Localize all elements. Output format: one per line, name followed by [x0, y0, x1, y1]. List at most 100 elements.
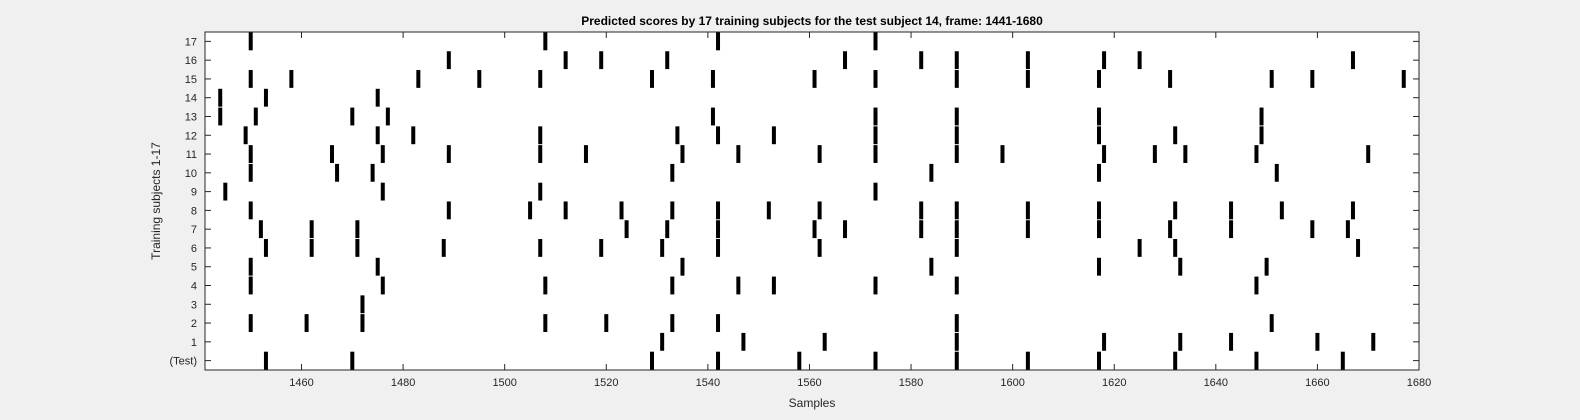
event-mark — [543, 276, 548, 295]
event-mark — [1173, 239, 1178, 257]
event-mark — [538, 145, 543, 163]
event-mark — [1096, 163, 1101, 182]
event-mark — [771, 276, 776, 295]
event-mark — [736, 145, 741, 163]
event-mark — [1096, 70, 1101, 88]
event-mark — [360, 295, 365, 314]
event-mark — [919, 201, 924, 220]
event-mark — [1178, 332, 1183, 351]
event-mark — [1102, 145, 1107, 163]
plot-area — [204, 31, 1420, 371]
event-mark — [563, 51, 568, 70]
event-mark — [1315, 332, 1320, 351]
event-mark — [680, 257, 685, 276]
y-row-label: 3 — [191, 299, 197, 311]
event-mark — [263, 88, 268, 107]
event-mark — [919, 51, 924, 70]
event-mark — [1366, 145, 1371, 163]
event-mark — [1025, 201, 1030, 220]
event-mark — [716, 32, 721, 51]
event-mark — [309, 220, 314, 239]
event-mark — [385, 107, 390, 126]
event-mark — [446, 51, 451, 70]
event-mark — [649, 70, 654, 88]
event-mark — [248, 314, 253, 332]
event-mark — [954, 51, 959, 70]
event-mark — [1264, 257, 1269, 276]
event-mark — [441, 239, 446, 257]
event-mark — [954, 351, 959, 370]
event-mark — [929, 163, 934, 182]
event-mark — [1173, 201, 1178, 220]
event-mark — [355, 220, 360, 239]
y-row-label: 17 — [185, 36, 197, 48]
event-mark — [248, 70, 253, 88]
event-mark — [1168, 220, 1173, 239]
event-mark — [873, 276, 878, 295]
event-mark — [954, 145, 959, 163]
chart-title: Predicted scores by 17 training subjects… — [581, 14, 1043, 28]
event-mark — [248, 163, 253, 182]
event-mark — [873, 107, 878, 126]
y-row-label: 13 — [185, 112, 197, 124]
event-mark — [716, 201, 721, 220]
event-mark — [1096, 220, 1101, 239]
event-mark — [538, 182, 543, 201]
event-mark — [1269, 70, 1274, 88]
event-mark — [360, 314, 365, 332]
event-mark — [817, 145, 822, 163]
event-mark — [1310, 70, 1315, 88]
event-mark — [1096, 201, 1101, 220]
event-mark — [1096, 126, 1101, 145]
event-mark — [741, 332, 746, 351]
event-mark — [710, 70, 715, 88]
event-mark — [263, 239, 268, 257]
event-mark — [243, 126, 248, 145]
event-mark — [599, 239, 604, 257]
y-row-label: 11 — [186, 149, 197, 161]
event-mark — [954, 332, 959, 351]
event-mark — [843, 220, 848, 239]
event-mark — [375, 88, 380, 107]
event-mark — [954, 126, 959, 145]
x-tick-label: 1520 — [594, 377, 618, 389]
event-mark — [1356, 239, 1361, 257]
event-mark — [380, 182, 385, 201]
event-mark — [954, 220, 959, 239]
event-mark — [1096, 107, 1101, 126]
event-mark — [1173, 351, 1178, 370]
event-mark — [1025, 351, 1030, 370]
event-mark — [538, 239, 543, 257]
event-mark — [248, 145, 253, 163]
event-mark — [1371, 332, 1376, 351]
y-row-label: 7 — [191, 224, 197, 236]
event-mark — [716, 314, 721, 332]
event-mark — [355, 239, 360, 257]
event-mark — [1137, 239, 1142, 257]
event-mark — [619, 201, 624, 220]
y-row-label: 4 — [191, 281, 197, 293]
event-mark — [1259, 107, 1264, 126]
x-tick-label: 1600 — [1000, 377, 1024, 389]
event-mark — [583, 145, 588, 163]
event-mark — [954, 70, 959, 88]
event-mark — [304, 314, 309, 332]
event-mark — [1350, 51, 1355, 70]
event-mark — [380, 145, 385, 163]
x-tick-label: 1660 — [1305, 377, 1329, 389]
event-mark — [873, 145, 878, 163]
event-mark — [1025, 220, 1030, 239]
event-mark — [1269, 314, 1274, 332]
event-mark — [543, 32, 548, 51]
event-mark — [1102, 51, 1107, 70]
event-mark — [873, 126, 878, 145]
event-mark — [716, 220, 721, 239]
event-mark — [716, 126, 721, 145]
y-row-label: 12 — [185, 130, 197, 142]
event-mark — [350, 107, 355, 126]
event-mark — [1345, 220, 1350, 239]
event-mark — [1152, 145, 1157, 163]
event-mark — [248, 257, 253, 276]
